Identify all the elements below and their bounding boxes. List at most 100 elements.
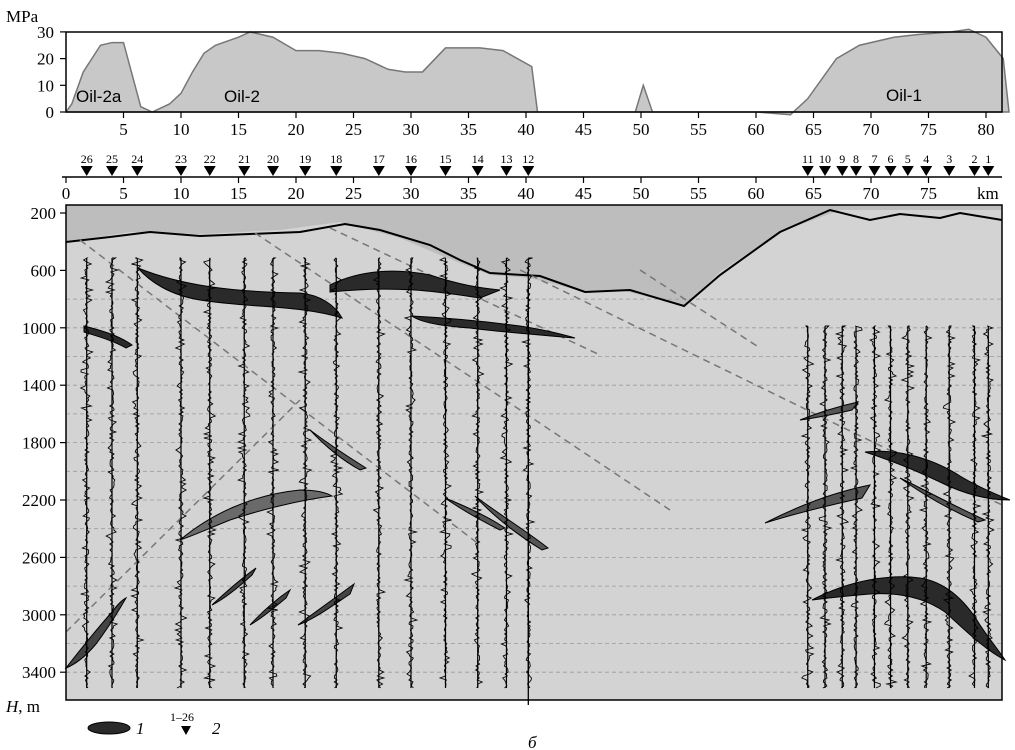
well-triangle-marker xyxy=(80,166,93,176)
well-triangle-marker xyxy=(836,166,849,176)
well-number-label: 6 xyxy=(888,152,894,166)
figure-caption: б xyxy=(528,733,537,750)
oil-body xyxy=(309,429,368,471)
well-number-label: 7 xyxy=(871,152,877,166)
depth-tick-label: 3400 xyxy=(22,663,56,682)
well-number-label: 21 xyxy=(238,152,250,166)
legend-well-triangle xyxy=(181,726,191,735)
well-log-trace xyxy=(499,257,515,689)
well-number-label: 25 xyxy=(106,152,118,166)
km-tick-label: 65 xyxy=(805,184,822,203)
pressure-x-tick-label: 25 xyxy=(345,120,362,139)
well-triangle-marker xyxy=(439,166,452,176)
well-triangle-marker xyxy=(522,166,535,176)
pressure-x-tick-label: 50 xyxy=(633,120,650,139)
depth-tick-label: 2600 xyxy=(22,548,56,567)
depth-tick-label: 600 xyxy=(31,261,57,280)
km-tick-label: 15 xyxy=(230,184,247,203)
legend-well-range: 1–26 xyxy=(170,710,194,724)
well-triangle-marker xyxy=(968,166,981,176)
oil-body xyxy=(64,596,128,670)
well-triangle-marker xyxy=(131,166,144,176)
pressure-x-tick-label: 65 xyxy=(805,120,822,139)
oil-body xyxy=(297,582,356,626)
well-log-trace xyxy=(329,257,344,689)
oil-body xyxy=(864,450,1011,501)
pressure-x-tick-label: 60 xyxy=(748,120,765,139)
seafloor-line xyxy=(65,208,1003,308)
legend: 1 1–26 2 xyxy=(87,710,221,738)
depth-tick-label: 200 xyxy=(31,204,57,223)
km-tick-label: 30 xyxy=(403,184,420,203)
depth-tick-label: 1400 xyxy=(22,376,56,395)
well-log-trace xyxy=(470,257,485,689)
pressure-x-ticks: 5 10 15 20 25 30 35 40 45 50 55 60 65 70 75 80 xyxy=(119,112,995,139)
well-triangle-marker xyxy=(299,166,312,176)
well-triangle-marker xyxy=(850,166,863,176)
well-number-label: 16 xyxy=(405,152,417,166)
oil-body xyxy=(764,484,872,524)
depth-tick-label: 2200 xyxy=(22,491,56,510)
pressure-y-tick-label: 20 xyxy=(37,50,54,69)
km-ticks: 0 5 10 15 20 25 30 35 40 45 50 55 60 65 70 75 xyxy=(62,177,937,203)
well-triangle-marker xyxy=(868,166,881,176)
oil-body xyxy=(899,477,987,523)
pressure-x-tick-label: 20 xyxy=(288,120,305,139)
pressure-y-tick-label: 10 xyxy=(37,76,54,95)
pressure-x-tick-label: 35 xyxy=(460,120,477,139)
well-log-trace xyxy=(403,257,419,689)
field-label-oil-2: Oil-2 xyxy=(224,87,260,106)
pressure-panel: MPa 30 20 10 0 Oil-2a Oil-2 Oil-1 5 10 15 20 25… xyxy=(6,7,1010,139)
pressure-y-tick-label: 0 xyxy=(46,103,55,122)
well-triangle-marker xyxy=(330,166,343,176)
pressure-x-tick-label: 75 xyxy=(920,120,937,139)
well-triangle-marker xyxy=(500,166,513,176)
well-number-label: 19 xyxy=(299,152,311,166)
well-number-label: 17 xyxy=(373,152,385,166)
well-triangle-marker xyxy=(405,166,417,176)
well-triangle-marker xyxy=(819,166,831,176)
cross-section-panel: 200 600 1000 1400 1800 2200 2600 3000 3400 H, m xyxy=(5,204,1011,716)
well-triangle-marker xyxy=(175,166,187,176)
well-log-trace xyxy=(980,325,995,689)
well-log-trace xyxy=(942,325,957,689)
pressure-x-tick-label: 55 xyxy=(690,120,707,139)
well-triangle-marker xyxy=(106,166,118,176)
well-triangle-marker xyxy=(901,166,914,176)
well-number-label: 22 xyxy=(204,152,216,166)
well-number-label: 20 xyxy=(267,152,279,166)
depth-axis-unit: , m xyxy=(18,697,40,716)
well-triangle-marker xyxy=(920,166,933,176)
well-log-trace xyxy=(236,257,251,689)
well-triangle-marker xyxy=(372,166,385,176)
km-tick-label: 45 xyxy=(575,184,592,203)
well-number-label: 9 xyxy=(839,152,845,166)
depth-ticks: 200 600 1000 1400 1800 2200 2600 3000 3400 xyxy=(22,204,66,682)
section-background xyxy=(66,205,1002,700)
well-triangle-marker xyxy=(203,166,216,176)
well-number-label: 3 xyxy=(946,152,952,166)
well-log-trace xyxy=(900,325,916,689)
well-number-label: 5 xyxy=(905,152,911,166)
depth-tick-label: 1800 xyxy=(22,434,56,453)
well-log-trace xyxy=(918,325,933,689)
km-tick-label: 25 xyxy=(345,184,362,203)
oil-body xyxy=(179,489,334,541)
well-number-label: 12 xyxy=(522,152,534,166)
well-number-label: 18 xyxy=(330,152,342,166)
km-tick-label: 70 xyxy=(863,184,880,203)
well-triangle-marker xyxy=(884,166,897,176)
km-tick-label: 50 xyxy=(633,184,650,203)
field-label-oil-2a: Oil-2a xyxy=(76,87,122,106)
pressure-y-ticks: 30 20 10 0 xyxy=(37,23,66,122)
km-tick-label: 20 xyxy=(288,184,305,203)
overburden-wedge xyxy=(66,205,1002,306)
well-number-label: 1 xyxy=(985,152,991,166)
legend-item1-label: 1 xyxy=(136,719,145,738)
well-number-label: 2 xyxy=(972,152,978,166)
oil-deposits xyxy=(64,267,1011,670)
well-number-label: 14 xyxy=(472,152,484,166)
well-triangle-marker xyxy=(943,166,956,176)
oil-body xyxy=(811,576,1007,662)
